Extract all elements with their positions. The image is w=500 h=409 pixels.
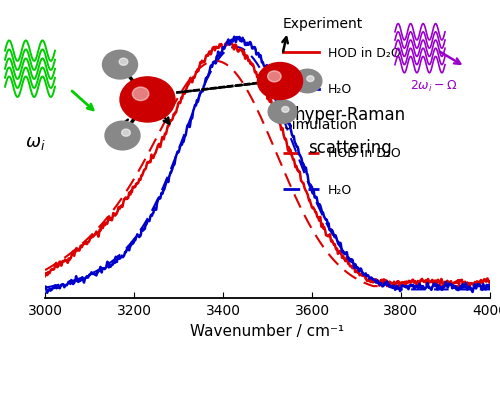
Text: H₂O: H₂O [328,83,352,96]
Text: hyper-Raman: hyper-Raman [294,106,406,124]
Circle shape [293,70,322,94]
Text: $\omega_i$: $\omega_i$ [24,134,46,152]
Circle shape [282,107,289,113]
Circle shape [132,88,149,101]
Circle shape [258,63,302,100]
Circle shape [105,122,140,151]
Text: Simulation: Simulation [283,117,357,131]
Text: HOD in D₂O: HOD in D₂O [328,147,400,160]
Text: Experiment: Experiment [283,17,364,31]
Text: H₂O: H₂O [328,183,352,196]
Circle shape [119,59,128,66]
Circle shape [102,51,138,80]
Circle shape [268,101,297,124]
Text: HOD in D₂O: HOD in D₂O [328,47,400,60]
Circle shape [268,72,281,83]
Circle shape [120,78,175,123]
Circle shape [307,76,314,82]
Text: scattering: scattering [308,138,392,156]
Circle shape [122,130,130,137]
Text: $2\omega_i-\Omega$: $2\omega_i-\Omega$ [410,79,458,93]
X-axis label: Wavenumber / cm⁻¹: Wavenumber / cm⁻¹ [190,323,344,338]
